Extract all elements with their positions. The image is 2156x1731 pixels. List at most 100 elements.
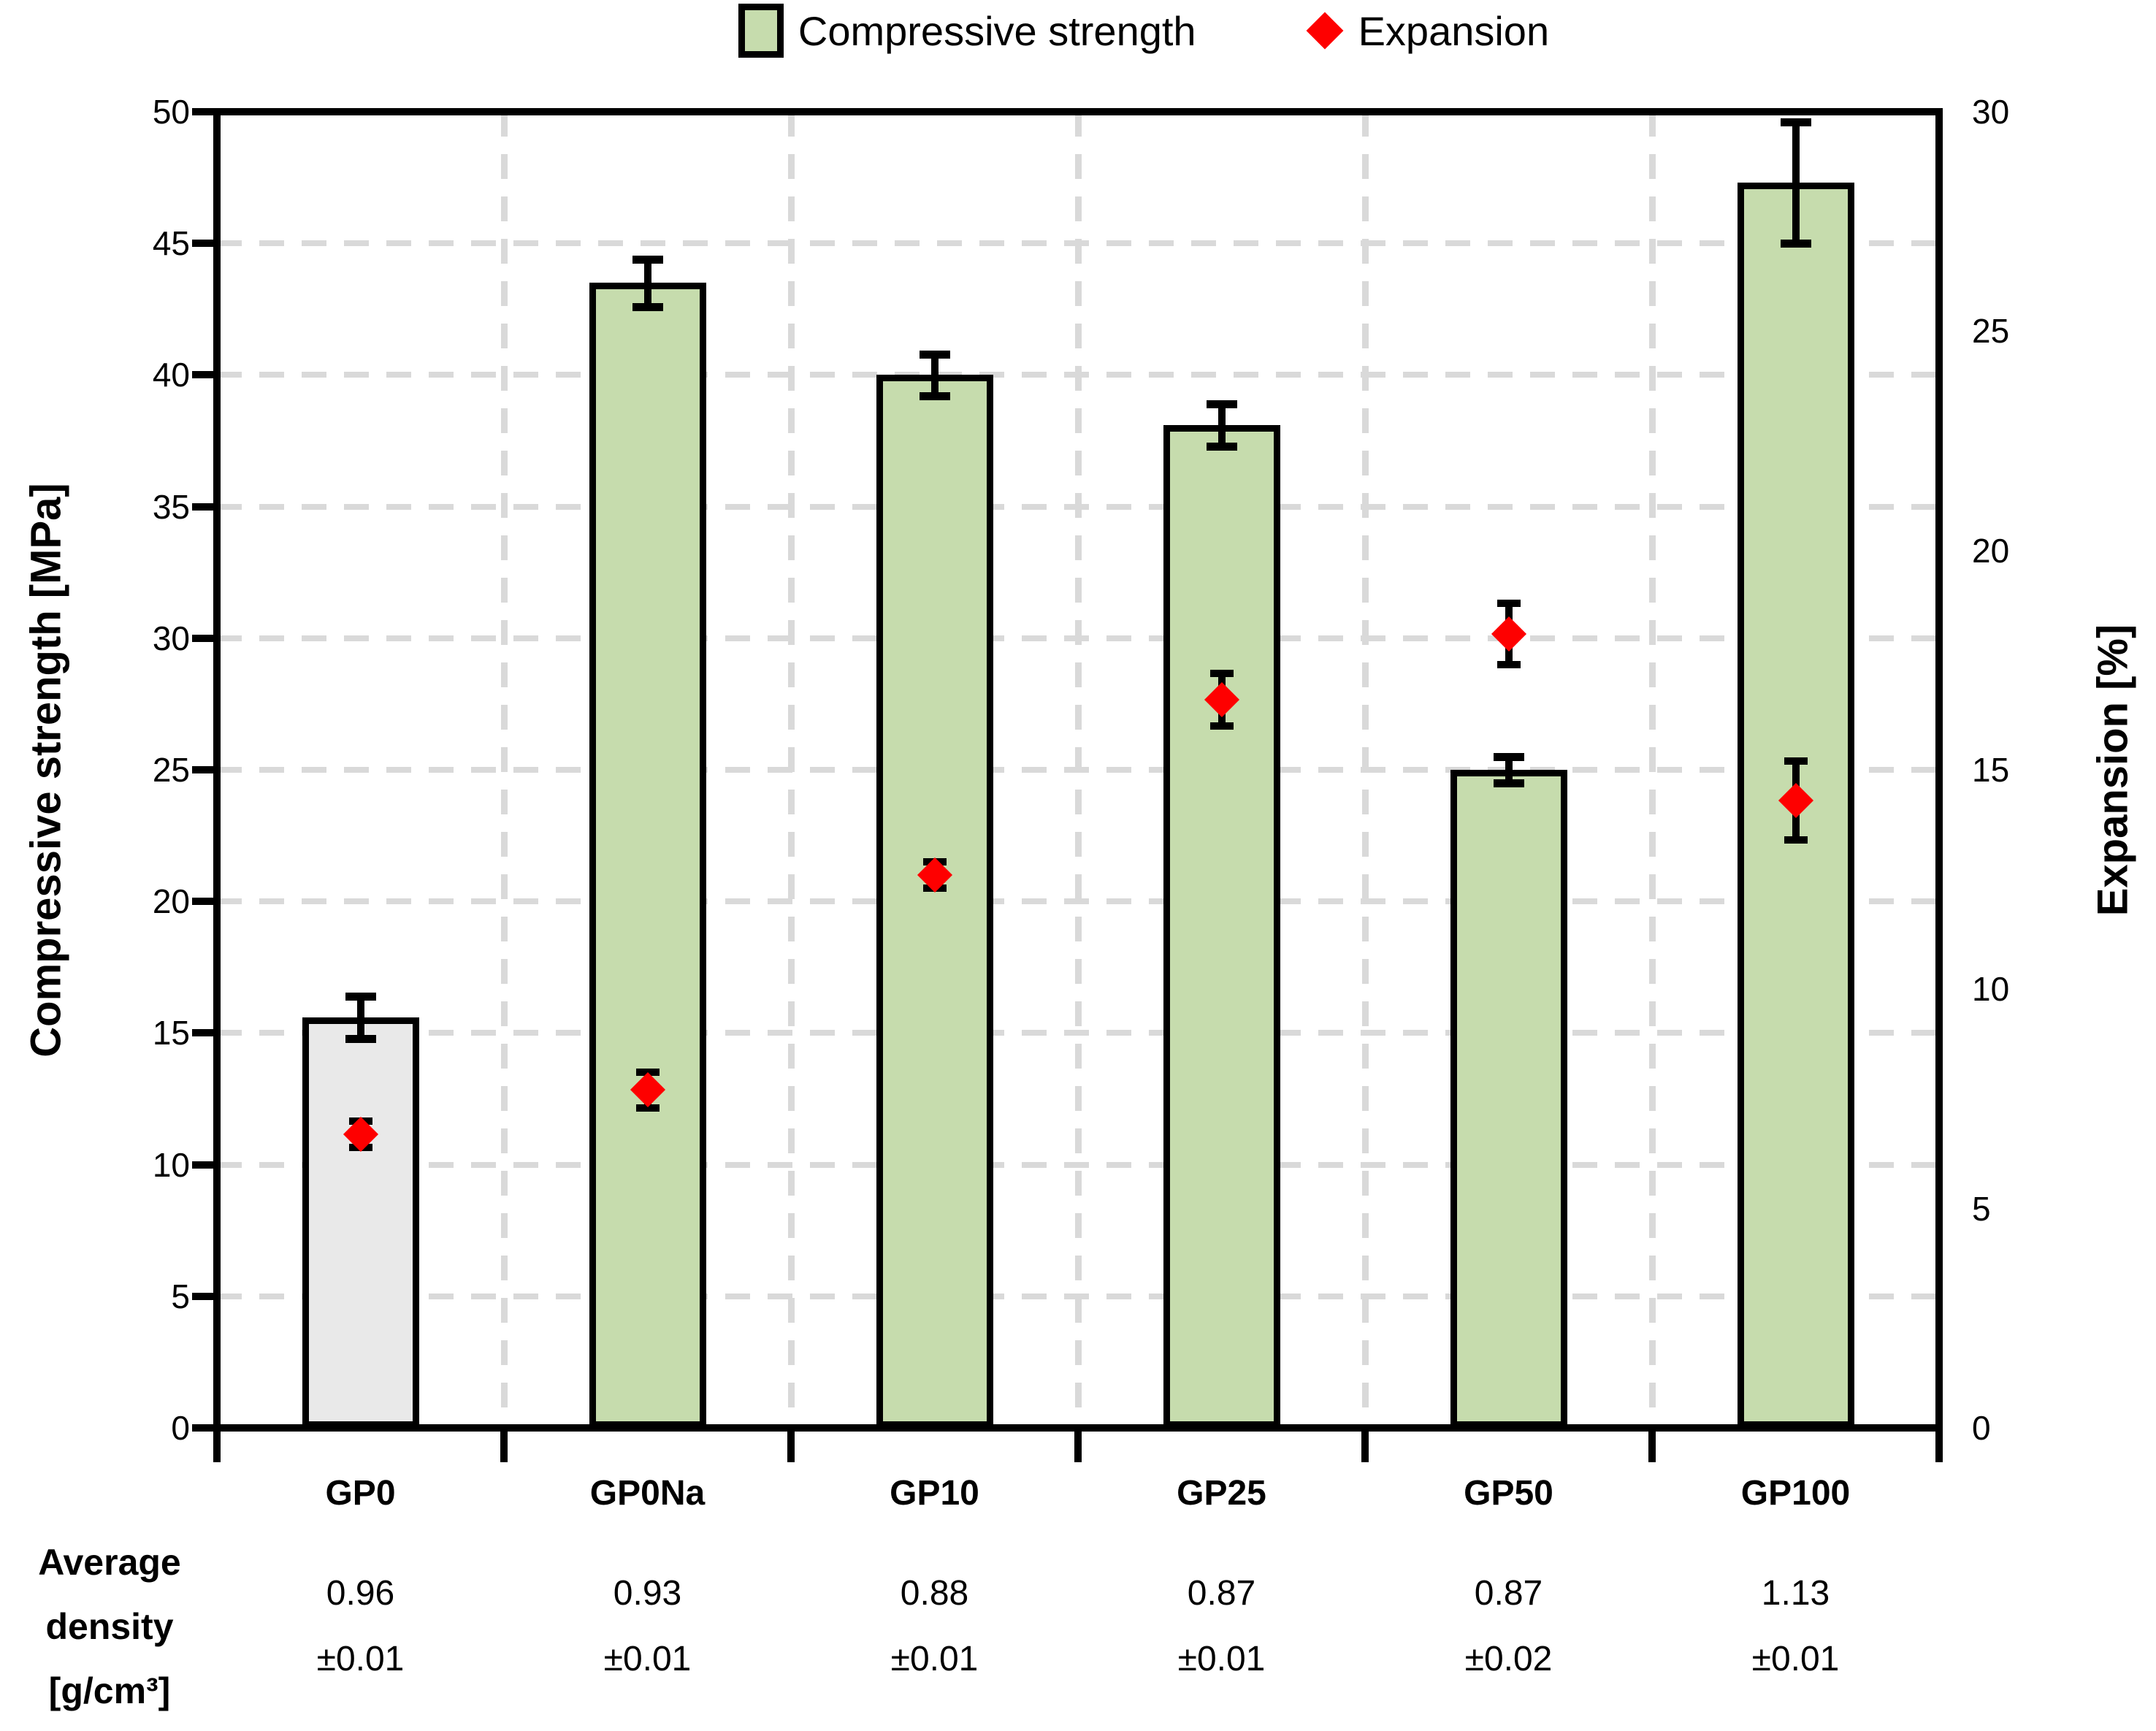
left-axis-label-10: 10 xyxy=(152,1145,190,1184)
x-axis-tick xyxy=(500,1432,508,1462)
bar-error-cap-top xyxy=(1493,752,1524,761)
gridline-vertical xyxy=(1649,112,1656,1428)
density-header-line3: [g/cm³] xyxy=(48,1670,171,1711)
left-axis-label-40: 40 xyxy=(152,356,190,394)
bar-error-cap-top xyxy=(1206,400,1237,409)
left-axis-label-0: 0 xyxy=(171,1409,190,1447)
bar-error-cap-bottom xyxy=(1493,779,1524,788)
x-axis-tick xyxy=(1361,1432,1369,1462)
x-axis-tick xyxy=(1935,1432,1943,1462)
red-diamond-swatch-icon xyxy=(1306,12,1344,50)
left-axis-label-25: 25 xyxy=(152,751,190,789)
x-axis-tick xyxy=(1074,1432,1082,1462)
density-table-header: Average density [g/cm³] xyxy=(0,1530,219,1723)
left-axis-label-20: 20 xyxy=(152,882,190,921)
left-axis-tick xyxy=(192,634,217,642)
bar-error-stem xyxy=(1505,756,1513,783)
bar-error-cap-top xyxy=(632,255,663,264)
left-axis-tick xyxy=(192,503,217,511)
x-axis-tick xyxy=(787,1432,795,1462)
right-axis-title: Expansion [%] xyxy=(2073,112,2153,1428)
density-value-GP50: 0.87 xyxy=(1474,1574,1543,1613)
left-axis-label-45: 45 xyxy=(152,224,190,263)
right-axis-label-10: 10 xyxy=(1972,970,2010,1009)
gridline-vertical xyxy=(501,112,508,1428)
bar-error-stem xyxy=(1792,122,1800,244)
left-axis-tick xyxy=(192,108,217,115)
expansion-error-cap-top xyxy=(1209,669,1234,677)
density-error-GP100: ±0.01 xyxy=(1751,1640,1840,1678)
bar-error-cap-bottom xyxy=(1206,442,1237,451)
legend-label-compressive-strength: Compressive strength xyxy=(798,7,1196,54)
right-axis-label-30: 30 xyxy=(1972,93,2010,131)
gridline-vertical xyxy=(1362,112,1369,1428)
bar-error-cap-top xyxy=(1780,118,1811,127)
category-label-GP10: GP10 xyxy=(890,1474,979,1513)
left-axis-tick xyxy=(192,1292,217,1300)
density-value-GP100: 1.13 xyxy=(1761,1574,1830,1613)
left-axis-title-text: Compressive strength [MPa] xyxy=(22,482,70,1058)
legend-item-expansion: Expansion xyxy=(1306,7,1550,55)
left-axis-tick xyxy=(192,371,217,379)
category-label-GP50: GP50 xyxy=(1464,1474,1553,1513)
x-axis-tick xyxy=(213,1432,221,1462)
density-value-GP0Na: 0.93 xyxy=(613,1574,682,1613)
bar-error-cap-bottom xyxy=(919,392,950,401)
bar-error-cap-top xyxy=(345,992,376,1001)
bar-GP50 xyxy=(1450,770,1567,1428)
density-error-GP0: ±0.01 xyxy=(316,1640,405,1678)
x-axis-tick xyxy=(1648,1432,1656,1462)
plot-frame xyxy=(213,108,1943,1432)
gridline-vertical xyxy=(788,112,795,1428)
density-error-GP50: ±0.02 xyxy=(1464,1640,1553,1678)
left-axis-label-15: 15 xyxy=(152,1014,190,1052)
category-label-GP0: GP0 xyxy=(325,1474,396,1513)
category-label-GP0Na: GP0Na xyxy=(589,1474,706,1513)
green-bar-swatch-icon xyxy=(738,4,784,58)
density-error-GP25: ±0.01 xyxy=(1177,1640,1266,1678)
left-axis-label-50: 50 xyxy=(152,93,190,131)
left-axis-title: Compressive strength [MPa] xyxy=(6,112,86,1428)
expansion-error-cap-top xyxy=(1784,757,1808,765)
left-axis-tick xyxy=(192,240,217,248)
left-axis-label-5: 5 xyxy=(171,1277,190,1315)
expansion-error-cap-bottom xyxy=(1496,660,1521,668)
bar-error-cap-bottom xyxy=(345,1034,376,1043)
left-axis-tick xyxy=(192,766,217,773)
right-axis-label-25: 25 xyxy=(1972,312,2010,351)
right-axis-label-20: 20 xyxy=(1972,531,2010,570)
bar-error-stem xyxy=(1217,404,1226,446)
bar-error-stem xyxy=(356,996,364,1039)
bar-error-cap-bottom xyxy=(1780,240,1811,248)
density-error-GP10: ±0.01 xyxy=(890,1640,979,1678)
density-value-GP10: 0.88 xyxy=(900,1574,969,1613)
bar-error-cap-bottom xyxy=(632,302,663,311)
left-axis-tick xyxy=(192,1424,217,1432)
density-value-GP25: 0.87 xyxy=(1187,1574,1256,1613)
right-axis-label-15: 15 xyxy=(1972,751,2010,789)
gridline-vertical xyxy=(1075,112,1082,1428)
category-label-GP25: GP25 xyxy=(1177,1474,1266,1513)
bar-error-stem xyxy=(930,354,939,397)
left-axis-label-35: 35 xyxy=(152,487,190,526)
left-axis-tick xyxy=(192,1161,217,1169)
legend-label-expansion: Expansion xyxy=(1358,7,1550,54)
right-axis-label-0: 0 xyxy=(1972,1409,1991,1447)
density-header-line2: density xyxy=(45,1606,174,1647)
density-value-GP0: 0.96 xyxy=(326,1574,395,1613)
bar-GP0 xyxy=(302,1017,419,1428)
density-header-line1: Average xyxy=(38,1542,181,1583)
right-axis-label-5: 5 xyxy=(1972,1189,1991,1228)
expansion-error-cap-top xyxy=(1496,599,1521,607)
category-label-GP100: GP100 xyxy=(1740,1474,1851,1513)
bar-GP10 xyxy=(876,375,993,1428)
expansion-error-cap-bottom xyxy=(1784,836,1808,844)
left-axis-tick xyxy=(192,1029,217,1037)
chart-legend: Compressive strength Expansion xyxy=(66,0,2156,61)
right-axis-title-text: Expansion [%] xyxy=(2089,624,2137,916)
bar-error-cap-top xyxy=(919,350,950,359)
density-error-GP0Na: ±0.01 xyxy=(603,1640,692,1678)
left-axis-tick xyxy=(192,898,217,906)
expansion-error-cap-bottom xyxy=(1209,722,1234,730)
